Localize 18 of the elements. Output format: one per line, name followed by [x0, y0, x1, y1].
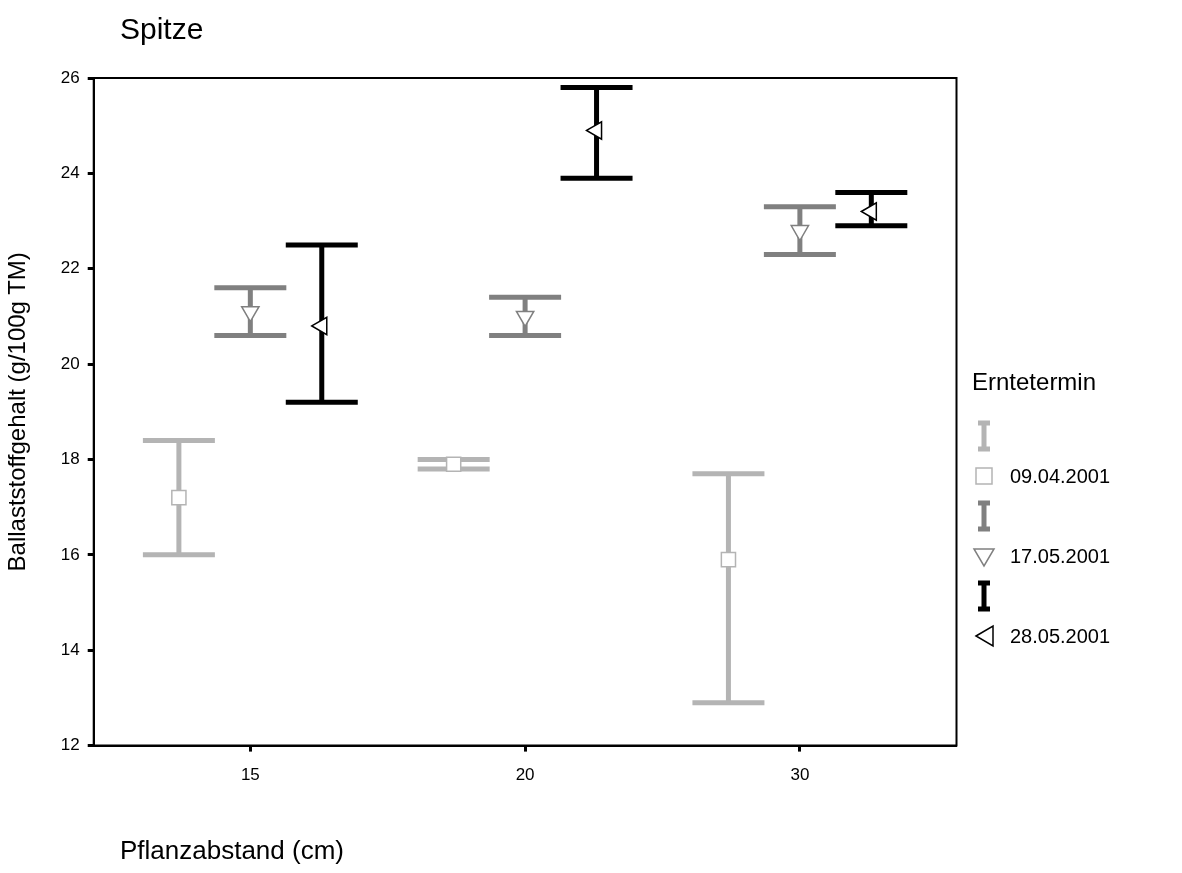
y-tick-label: 18 — [60, 449, 80, 469]
y-tick-label: 22 — [60, 258, 80, 278]
y-axis-title: Ballaststoffgehalt (g/100g TM) — [3, 252, 31, 572]
x-axis-title: Pflanzabstand (cm) — [120, 835, 344, 866]
x-tick-label: 20 — [515, 765, 535, 785]
legend-title: Erntetermin — [972, 368, 1098, 396]
x-tick-label: 15 — [240, 765, 260, 785]
x-tick-label: 30 — [790, 765, 810, 785]
y-tick-label: 24 — [60, 163, 80, 183]
chart-title: Spitze — [120, 12, 204, 46]
y-tick-label: 12 — [60, 735, 80, 755]
legend-label: 28.05.2001 — [1010, 624, 1111, 648]
legend-label: 09.04.2001 — [1010, 464, 1111, 488]
y-tick-label: 16 — [60, 544, 80, 564]
y-tick-label: 14 — [60, 639, 80, 659]
legend-label: 17.05.2001 — [1010, 544, 1111, 568]
y-tick-label: 26 — [60, 67, 80, 87]
y-tick-label: 20 — [60, 353, 80, 373]
